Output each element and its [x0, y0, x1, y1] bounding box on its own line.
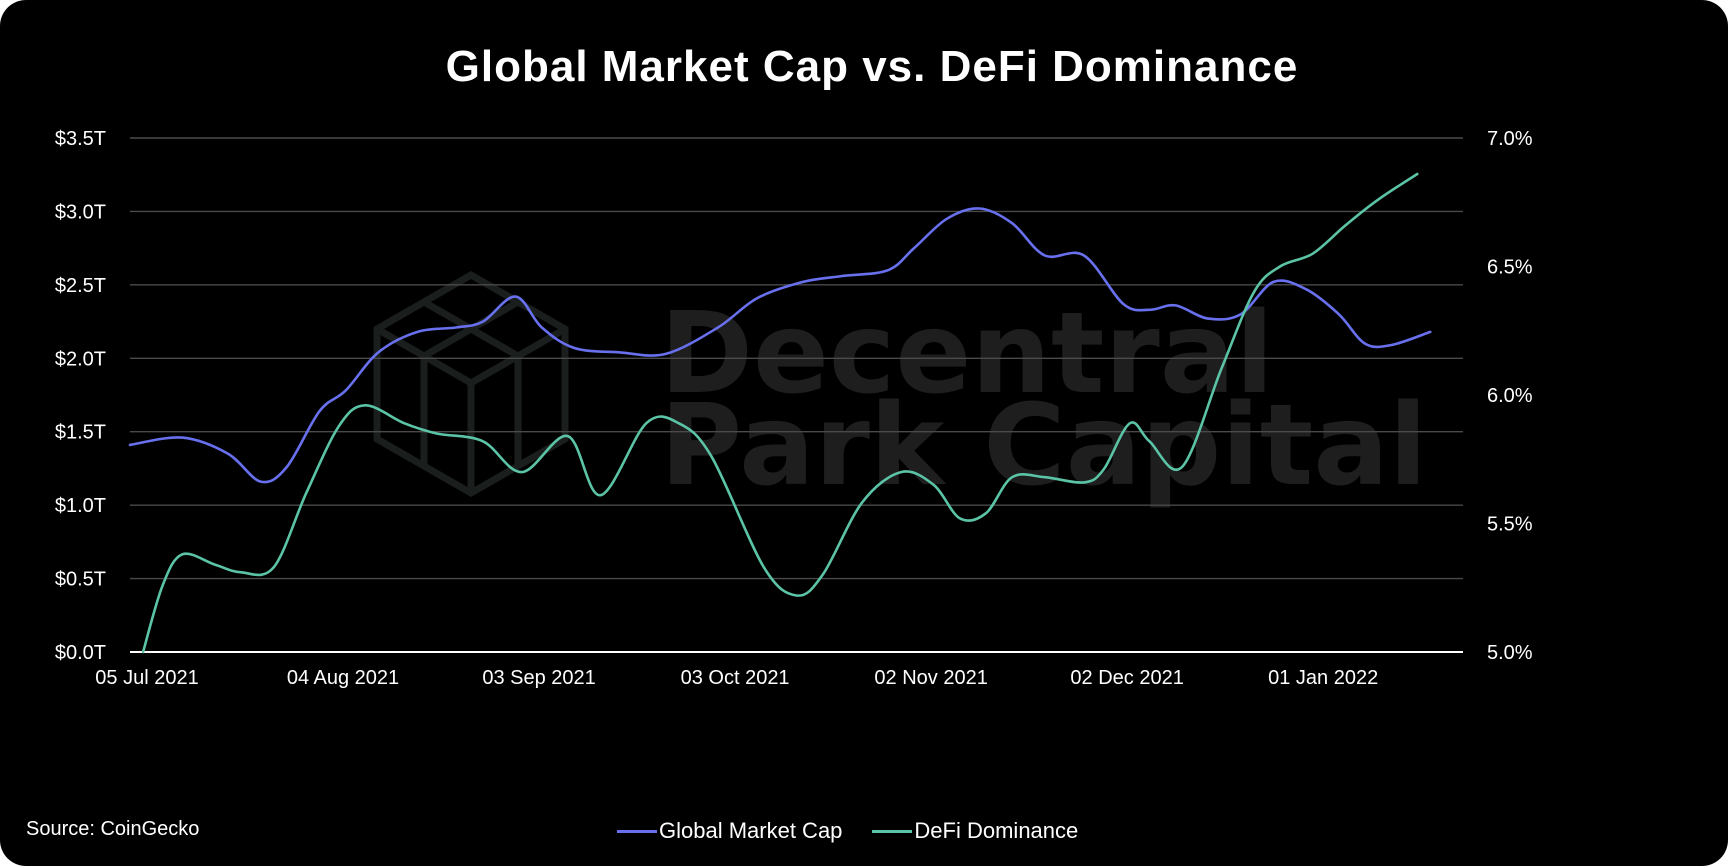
legend-item-defi-dominance: DeFi Dominance: [872, 818, 1078, 844]
legend-label-defi-dominance: DeFi Dominance: [914, 818, 1079, 843]
legend-item-market-cap: Global Market Cap: [617, 818, 842, 844]
y-left-tick-label: $2.0T: [55, 348, 106, 370]
x-tick-label: 03 Sep 2021: [482, 667, 595, 689]
y-left-tick-label: $0.0T: [55, 642, 106, 664]
x-tick-label: 02 Nov 2021: [874, 667, 987, 689]
y-left-tick-label: $3.0T: [55, 201, 106, 223]
x-tick-label: 04 Aug 2021: [287, 667, 399, 689]
legend-label-market-cap: Global Market Cap: [659, 818, 843, 843]
watermark-line1: Decentral: [660, 289, 1274, 419]
x-axis: 05 Jul 2021 04 Aug 2021 03 Sep 2021 03 Oct …: [95, 667, 1378, 689]
grid-lines: [130, 137, 1463, 653]
legend-swatch-defi-dominance: [872, 829, 913, 833]
y-right-tick-label: 6.0%: [1487, 385, 1533, 407]
series-lines: [128, 172, 1432, 654]
chart-title: Global Market Cap vs. DeFi Dominance: [445, 42, 1299, 91]
y-left-tick-label: $1.0T: [55, 495, 106, 517]
watermark-line2: Park Capital: [660, 381, 1428, 511]
left-axis: $0.0T $0.5T $1.0T $1.5T $2.0T $2.5T $3.0T $3.5T: [55, 128, 106, 664]
legend-swatch-market-cap: [617, 829, 657, 833]
y-left-tick-label: $2.5T: [55, 275, 106, 297]
legend: Global Market Cap DeFi Dominance: [617, 818, 1108, 844]
x-tick-label: 01 Jan 2022: [1268, 667, 1378, 689]
y-right-tick-label: 6.5%: [1487, 257, 1533, 279]
y-left-tick-label: $0.5T: [55, 569, 106, 591]
x-tick-label: 03 Oct 2021: [681, 667, 790, 689]
x-tick-label: 02 Dec 2021: [1070, 667, 1183, 689]
y-right-tick-label: 5.0%: [1487, 642, 1533, 664]
series-line-defi-dominance: [141, 172, 1419, 654]
y-left-tick-label: $3.5T: [55, 128, 106, 150]
y-left-tick-label: $1.5T: [55, 422, 106, 444]
source-note: Source: CoinGecko: [26, 818, 200, 840]
y-right-tick-label: 5.5%: [1487, 514, 1533, 536]
series-line-market-cap: [128, 207, 1432, 484]
x-tick-label: 05 Jul 2021: [95, 667, 198, 689]
watermark: Decentral Park Capital: [373, 270, 1427, 550]
right-axis: 5.0% 5.5% 6.0% 6.5% 7.0%: [1487, 128, 1533, 664]
y-right-tick-label: 7.0%: [1487, 128, 1533, 150]
